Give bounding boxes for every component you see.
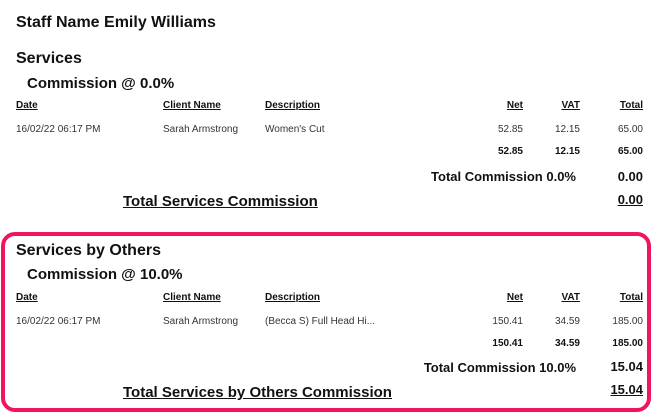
column-header-date: Date — [16, 292, 38, 303]
column-header-client: Client Name — [163, 100, 221, 111]
subtotal-net: 150.41 — [492, 338, 523, 349]
row-total: 65.00 — [617, 124, 643, 135]
column-header-total: Total — [619, 292, 643, 303]
subtotal-total: 185.00 — [612, 338, 643, 349]
highlight-box — [1, 232, 651, 412]
column-header-total: Total — [619, 100, 643, 111]
total-commission-label: Total Commission 10.0% — [423, 360, 576, 375]
subtotal-total: 65.00 — [617, 146, 643, 157]
row-client: Sarah Armstrong — [163, 124, 239, 135]
column-header-vat: VAT — [561, 100, 580, 111]
row-date: 16/02/22 06:17 PM — [16, 316, 101, 327]
total-commission-value: 15.04 — [610, 359, 643, 374]
staff-name-heading: Staff Name Emily Williams — [16, 14, 216, 31]
row-description: Women's Cut — [265, 124, 325, 135]
row-vat: 34.59 — [554, 316, 580, 327]
row-client: Sarah Armstrong — [163, 316, 239, 327]
grand-total-label: Total Services Commission — [123, 193, 318, 210]
column-header-description: Description — [265, 292, 321, 303]
grand-total-value: 0.00 — [617, 192, 643, 207]
total-commission-value: 0.00 — [617, 169, 643, 184]
column-header-date: Date — [16, 100, 38, 111]
grand-total-value: 15.04 — [610, 382, 643, 397]
row-net: 52.85 — [497, 124, 523, 135]
row-description: (Becca S) Full Head Hi... — [265, 316, 376, 327]
row-vat: 12.15 — [554, 124, 580, 135]
column-header-net: Net — [506, 292, 523, 303]
row-total: 185.00 — [612, 316, 643, 327]
subtotal-net: 52.85 — [497, 146, 523, 157]
total-commission-label: Total Commission 0.0% — [431, 169, 576, 184]
column-header-vat: VAT — [561, 292, 580, 303]
row-net: 150.41 — [492, 316, 523, 327]
column-header-net: Net — [506, 100, 523, 111]
subtotal-vat: 34.59 — [554, 338, 580, 349]
grand-total-label: Total Services by Others Commission — [123, 384, 392, 401]
subtotal-vat: 12.15 — [554, 146, 580, 157]
row-date: 16/02/22 06:17 PM — [16, 124, 101, 135]
column-header-client: Client Name — [163, 292, 221, 303]
section-title: Services by Others — [16, 242, 161, 259]
commission-heading: Commission @ 10.0% — [27, 266, 183, 283]
section-title: Services — [16, 50, 82, 67]
commission-heading: Commission @ 0.0% — [27, 75, 175, 92]
column-header-description: Description — [265, 100, 321, 111]
